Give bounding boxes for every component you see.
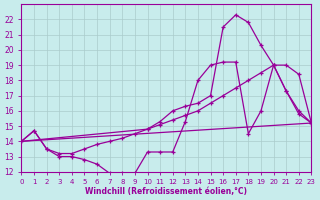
X-axis label: Windchill (Refroidissement éolien,°C): Windchill (Refroidissement éolien,°C) bbox=[85, 187, 247, 196]
